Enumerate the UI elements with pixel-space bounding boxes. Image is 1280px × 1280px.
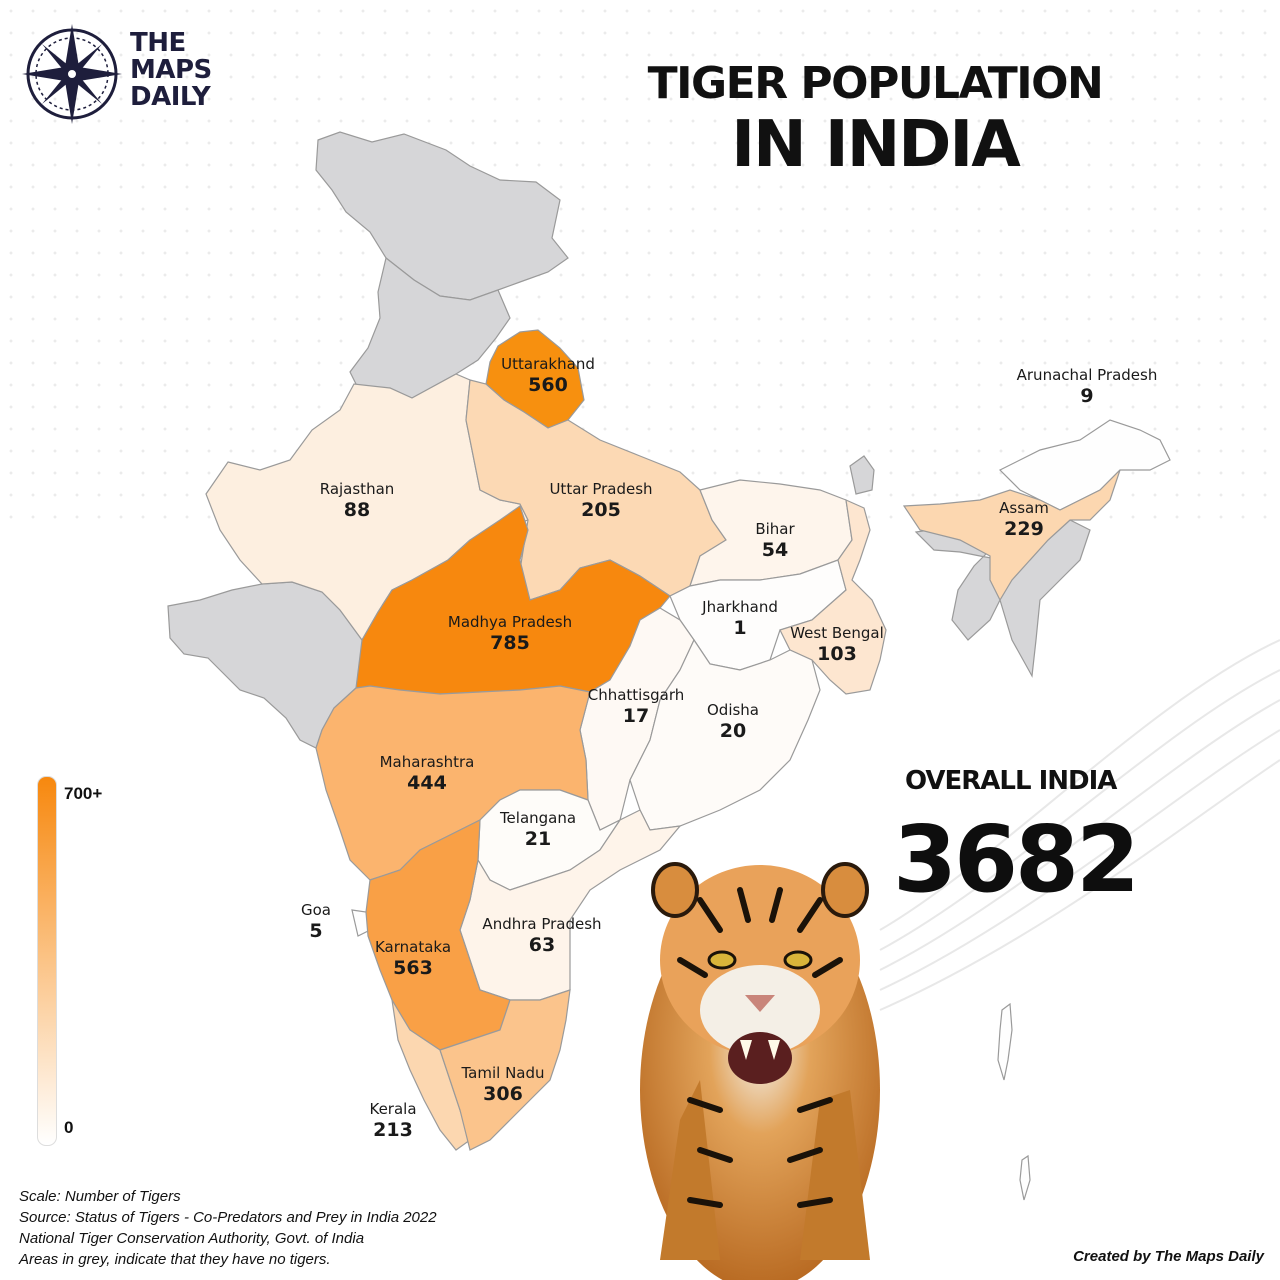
label-karnataka: Karnataka 563 [375,938,451,979]
state-tamil-nadu [439,989,571,1151]
dotted-background [0,0,1280,520]
label-odisha: Odisha 20 [707,701,759,742]
footer-note: Areas in grey, indicate that they have n… [19,1251,331,1268]
region-sikkim [849,455,875,495]
state-value: 785 [490,632,530,654]
title-line-1: TIGER POPULATION [647,58,1104,109]
label-telangana: Telangana 21 [500,809,576,850]
state-value: 54 [761,539,789,561]
state-value: 229 [1004,518,1044,540]
state-name: Goa [301,901,331,919]
label-maharashtra: Maharashtra 444 [380,753,475,794]
title-line-2: IN INDIA [731,108,1021,182]
andaman-islands [997,1002,1013,1081]
state-name: Madhya Pradesh [447,613,573,631]
label-goa: Goa 5 [301,901,331,942]
label-rajasthan: Rajasthan 88 [320,480,395,521]
grey-regions [167,131,1091,749]
state-value: 306 [483,1083,523,1105]
state-name: Bihar [755,520,795,538]
state-name: Maharashtra [379,753,475,771]
state-value: 21 [524,828,552,850]
state-name: Assam [999,499,1049,517]
state-name: Andhra Pradesh [482,915,602,933]
footer-source-2: National Tiger Conservation Authority, G… [19,1230,365,1247]
decorative-curves [879,639,1280,1011]
state-value: 20 [719,720,747,742]
legend-color-scale [37,776,57,1146]
brand-logo-text: THE MAPS DAILY [130,30,212,111]
nicobar-islands [1019,1154,1031,1201]
tiger-illustration [640,862,880,1280]
state-value: 63 [528,934,556,956]
state-name: Jharkhand [702,598,778,616]
overall-value: 3682 [893,806,1140,913]
state-name: Karnataka [374,938,452,956]
credit-text: Created by The Maps Daily [1073,1248,1264,1265]
brand-line-3: DAILY [130,82,211,112]
label-madhya-pradesh: Madhya Pradesh 785 [448,613,572,654]
state-value: 563 [393,957,433,979]
state-name: Telangana [499,809,577,827]
state-name: Odisha [706,701,760,719]
state-value: 88 [343,499,371,521]
state-name: Kerala [369,1100,417,1118]
state-value: 560 [528,374,568,396]
state-name: Arunachal Pradesh [1016,366,1158,384]
state-assam [902,469,1121,602]
state-name: Uttar Pradesh [549,480,653,498]
footer-notes: Scale: Number of Tigers Source: Status o… [19,1186,437,1270]
label-west-bengal: West Bengal 103 [790,624,884,665]
label-jharkhand: Jharkhand 1 [702,598,778,639]
label-uttarakhand: Uttarakhand 560 [501,355,595,396]
state-value: 103 [817,643,857,665]
legend-max-label: 700+ [64,784,103,803]
state-west-bengal [779,499,887,695]
state-value: 205 [581,499,621,521]
state-name: West Bengal [790,624,884,642]
brand-line-1: THE [130,28,186,58]
footer-source-1: Source: Status of Tigers - Co-Predators … [19,1209,437,1226]
label-arunachal-pradesh: Arunachal Pradesh 9 [1017,366,1158,407]
state-kerala [391,999,471,1151]
state-value: 17 [622,705,650,727]
state-name: Chhattisgarh [587,686,685,704]
label-assam: Assam 229 [999,499,1049,540]
footer-scale: Scale: Number of Tigers [19,1188,181,1205]
state-odisha [629,638,821,831]
state-value: 9 [1080,385,1094,407]
state-value: 5 [309,920,323,942]
state-name: Tamil Nadu [461,1064,545,1082]
label-bihar: Bihar 54 [755,520,794,561]
state-shapes [205,329,1171,1201]
label-chhattisgarh: Chhattisgarh 17 [588,686,685,727]
overall-label: OVERALL INDIA [905,766,1117,796]
compass-rose-icon [22,24,122,124]
region-jammu-kashmir [315,131,569,301]
state-name: Uttarakhand [501,355,595,373]
brand-line-2: MAPS [130,55,212,85]
state-value: 1 [733,617,747,639]
state-value: 444 [407,772,447,794]
legend-min-label: 0 [64,1118,74,1137]
label-tamil-nadu: Tamil Nadu 306 [461,1064,544,1105]
label-kerala: Kerala 213 [369,1100,416,1141]
label-uttar-pradesh: Uttar Pradesh 205 [549,480,652,521]
label-andhra-pradesh: Andhra Pradesh 63 [482,915,601,956]
state-name: Rajasthan [319,480,395,498]
state-karnataka [365,819,511,1051]
state-value: 213 [373,1119,413,1141]
